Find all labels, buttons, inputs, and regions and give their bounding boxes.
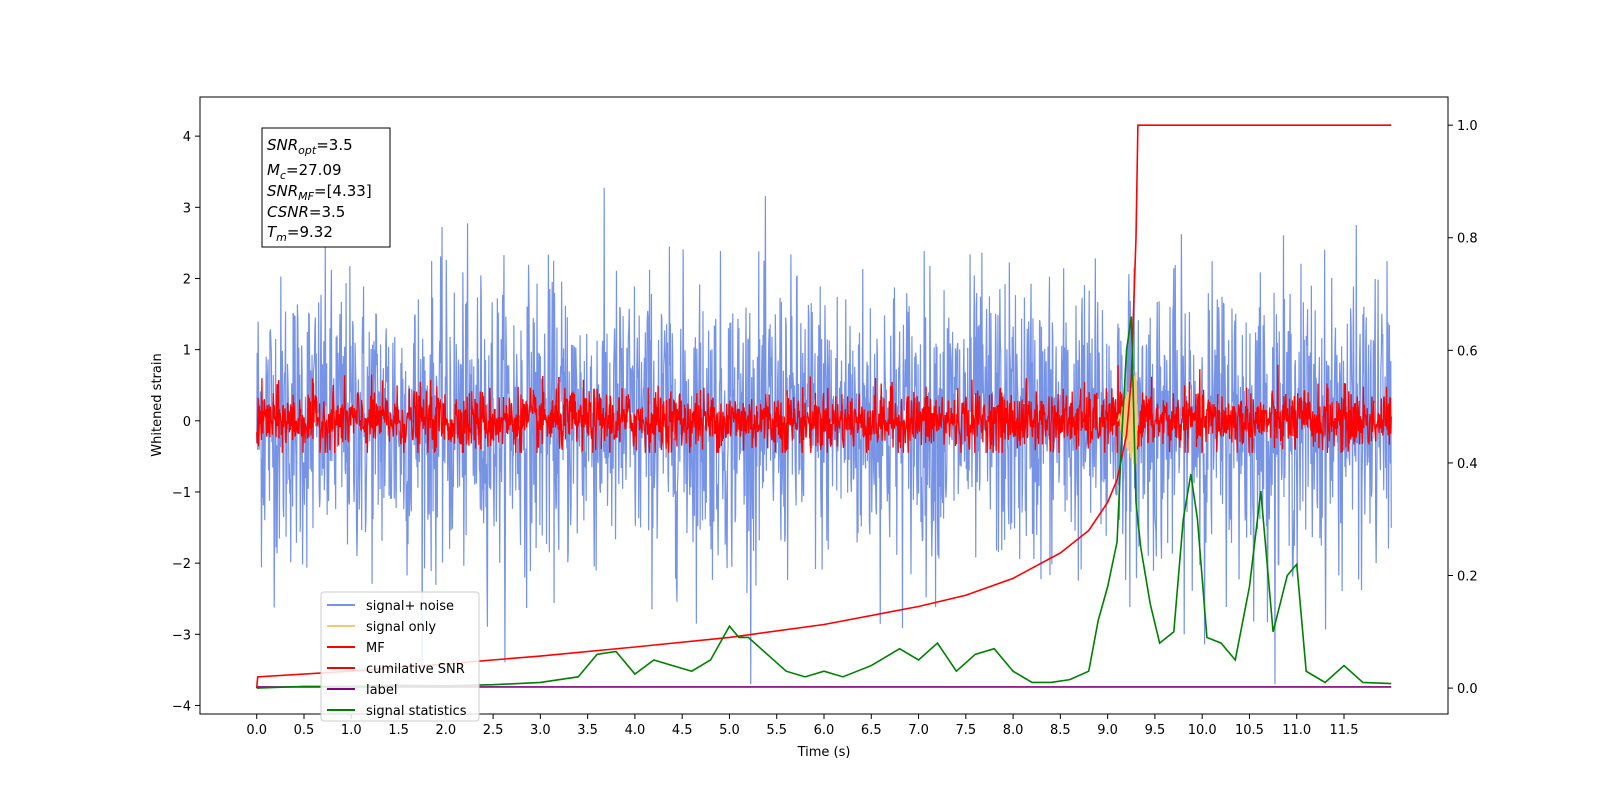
x-tick-label: 9.5 — [1145, 723, 1166, 738]
y-right-tick-label: 0.0 — [1457, 682, 1478, 697]
x-tick-label: 6.0 — [814, 723, 835, 738]
x-tick-label: 5.0 — [719, 723, 740, 738]
y-right-tick-label: 0.8 — [1457, 232, 1478, 247]
x-tick-label: 2.5 — [483, 723, 504, 738]
legend: signal+ noise signal only MF cumilative SNR… — [320, 591, 480, 722]
legend-label: MF — [366, 641, 385, 656]
x-tick-label: 7.0 — [908, 723, 929, 738]
legend-label: signal only — [366, 620, 436, 635]
y-left-tick-label: −3 — [172, 628, 191, 643]
x-tick-label: 8.0 — [1003, 723, 1024, 738]
y-left-tick-label: −1 — [172, 486, 191, 501]
y-left-tick-label: −2 — [172, 557, 191, 572]
y-axis-label: Whitened strain — [150, 353, 165, 456]
x-tick-label: 4.5 — [672, 723, 693, 738]
y-left-tick-label: 3 — [183, 201, 191, 216]
y-right-tick-label: 1.0 — [1457, 119, 1478, 134]
info-csnr: CSNR=3.5 — [267, 203, 345, 221]
y-right-tick-label: 0.4 — [1457, 457, 1478, 472]
y-left-tick-label: 2 — [183, 272, 191, 287]
y-left-tick-label: −4 — [172, 699, 191, 714]
series-mf — [256, 364, 1392, 454]
x-tick-label: 1.5 — [388, 723, 409, 738]
x-tick-label: 8.5 — [1050, 723, 1071, 738]
legend-label: cumilative SNR — [366, 662, 465, 677]
info-mc: Mc=27.09 — [267, 161, 342, 182]
info-snr-mf: SNRMF=[4.33] — [267, 182, 372, 203]
y-axis-right-ticks: 1.0 0.8 0.6 0.4 0.2 0.0 — [1448, 119, 1478, 697]
info-tm: Tm=9.32 — [267, 223, 333, 244]
x-tick-label: 2.0 — [435, 723, 456, 738]
legend-label: signal statistics — [366, 704, 467, 719]
x-tick-label: 7.5 — [955, 723, 976, 738]
info-snr-opt: SNRopt=3.5 — [267, 136, 353, 157]
x-tick-label: 3.5 — [577, 723, 598, 738]
x-axis-label: Time (s) — [797, 745, 851, 760]
x-tick-label: 5.5 — [766, 723, 787, 738]
x-tick-label: 10.0 — [1188, 723, 1217, 738]
y-left-tick-label: 4 — [183, 130, 191, 145]
x-tick-label: 11.0 — [1282, 723, 1311, 738]
x-tick-label: 11.5 — [1330, 723, 1359, 738]
info-box: SNRopt=3.5 Mc=27.09 SNRMF=[4.33] CSNR=3.… — [261, 127, 391, 248]
x-axis-ticks: 0.0 0.5 1.0 1.5 2.0 2.5 3.0 3.5 4.0 4.5 5.0 5.5 6.0 6… — [246, 714, 1358, 738]
x-tick-label: 4.0 — [625, 723, 646, 738]
x-tick-label: 1.0 — [341, 723, 362, 738]
y-left-tick-label: 0 — [183, 415, 191, 430]
x-tick-label: 0.5 — [294, 723, 315, 738]
legend-label: label — [366, 683, 397, 698]
y-axis-left-ticks: 4 3 2 1 0 −1 −2 −3 −4 — [172, 130, 200, 714]
x-tick-label: 0.0 — [246, 723, 267, 738]
x-tick-label: 9.0 — [1097, 723, 1118, 738]
x-tick-label: 6.5 — [861, 723, 882, 738]
y-right-tick-label: 0.6 — [1457, 344, 1478, 359]
x-tick-label: 3.0 — [530, 723, 551, 738]
y-right-tick-label: 0.2 — [1457, 570, 1478, 585]
y-left-tick-label: 1 — [183, 344, 191, 359]
x-tick-label: 10.5 — [1235, 723, 1264, 738]
legend-label: signal+ noise — [366, 599, 454, 614]
series-signal-statistics — [256, 316, 1392, 689]
